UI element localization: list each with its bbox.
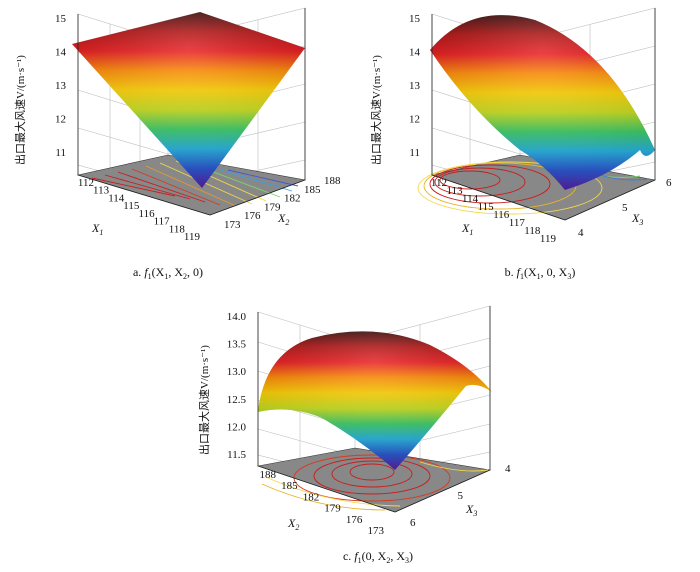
x-tick-label-c: 182: [303, 491, 320, 503]
y-tick-label-b: 4: [578, 227, 584, 239]
surface-b-shade: [430, 15, 655, 190]
y-tick-label-c: 6: [410, 517, 416, 529]
y-tick-label-a: 185: [304, 184, 321, 196]
x-axis-label-a: X1: [91, 221, 103, 237]
y-tick-label-c: 4: [505, 463, 511, 475]
x-tick-label-b: 116: [493, 209, 510, 221]
x-tick-label-a: 112: [78, 177, 94, 189]
y-tick-label-a: 176: [244, 210, 261, 222]
x-ticks-c: 188 185 182 179 176 173: [260, 469, 385, 537]
x-tick-label-a: 115: [123, 200, 140, 212]
z-tick-label-c: 12.5: [227, 394, 247, 406]
x-tick-label-a: 114: [108, 192, 125, 204]
x-tick-label-b: 117: [509, 217, 526, 229]
box-front-a: [77, 8, 306, 216]
surface-c-shade: [258, 331, 492, 470]
z-tick-label-a: 11: [55, 147, 66, 159]
x-tick-label-c: 179: [324, 503, 341, 515]
x-tick-label-b: 118: [524, 225, 541, 237]
box-front-b: [431, 8, 656, 221]
y-tick-label-b: 5: [622, 202, 628, 214]
z-tick-label-b: 13: [409, 80, 421, 92]
panel-c: 14.0 13.5 13.0 12.5 12.0 11.5 188 185 182 179 176…: [197, 305, 511, 565]
y-tick-label-c: 5: [458, 490, 464, 502]
z-tick-label-c: 12.0: [227, 421, 247, 433]
y-axis-label-c: X3: [465, 502, 477, 518]
x-axis-label-b: X1: [461, 221, 473, 237]
x-tick-label-c: 185: [281, 480, 298, 492]
z-tick-label-c: 11.5: [227, 449, 246, 461]
z-tick-label-b: 14: [409, 47, 421, 59]
y-ticks-b: 4 5 6: [578, 177, 672, 239]
z-tick-label-a: 15: [55, 13, 67, 25]
x-tick-label-a: 116: [139, 208, 156, 220]
z-ticks-a: 15 14 13 12 11: [55, 13, 67, 159]
z-tick-label-c: 13.5: [227, 339, 247, 351]
y-tick-label-a: 188: [324, 175, 341, 187]
z-tick-label-a: 12: [55, 114, 66, 126]
z-tick-label-b: 11: [409, 147, 420, 159]
box-front-c: [257, 306, 491, 513]
z-ticks-b: 15 14 13 12 11: [409, 13, 421, 159]
y-tick-label-b: 6: [666, 177, 672, 189]
caption-a: a. f1(X1, X2, 0): [133, 265, 203, 281]
y-axis-label-a: X2: [277, 211, 289, 227]
y-ticks-c: 4 5 6: [410, 463, 511, 529]
z-tick-label-a: 14: [55, 47, 67, 59]
x-tick-label-a: 119: [184, 231, 201, 243]
z-tick-label-b: 12: [409, 114, 420, 126]
z-axis-label-c: 出口最大风速V/(m·s⁻¹): [197, 345, 211, 455]
x-axis-label-c: X2: [287, 516, 299, 532]
x-tick-label-b: 114: [462, 193, 479, 205]
x-tick-label-a: 113: [93, 185, 110, 197]
x-tick-label-b: 119: [540, 233, 557, 245]
z-ticks-c: 14.0 13.5 13.0 12.5 12.0 11.5: [227, 311, 247, 461]
x-tick-label-c: 188: [260, 469, 277, 481]
z-tick-label-a: 13: [55, 80, 67, 92]
y-tick-label-a: 173: [224, 219, 241, 231]
x-tick-label-b: 115: [478, 201, 495, 213]
x-tick-label-b: 112: [431, 177, 447, 189]
caption-c: c. f1(0, X2, X3): [343, 549, 413, 565]
y-tick-label-a: 179: [264, 201, 281, 213]
x-tick-label-a: 118: [169, 223, 186, 235]
contours-c: [261, 454, 489, 511]
z-tick-label-b: 15: [409, 13, 421, 25]
caption-b: b. f1(X1, 0, X3): [505, 265, 576, 281]
z-axis-label-a: 出口最大风速V/(m·s⁻¹): [13, 55, 27, 165]
x-tick-label-c: 176: [346, 514, 363, 526]
surface-a-shade: [72, 12, 305, 188]
x-tick-label-a: 117: [154, 216, 171, 228]
x-tick-label-c: 173: [368, 525, 385, 537]
y-tick-label-a: 182: [284, 193, 301, 205]
x-tick-label-b: 113: [447, 185, 464, 197]
z-axis-label-b: 出口最大风速V/(m·s⁻¹): [369, 55, 383, 165]
z-tick-label-c: 13.0: [227, 366, 247, 378]
z-tick-label-c: 14.0: [227, 311, 247, 323]
y-axis-label-b: X3: [631, 211, 643, 227]
